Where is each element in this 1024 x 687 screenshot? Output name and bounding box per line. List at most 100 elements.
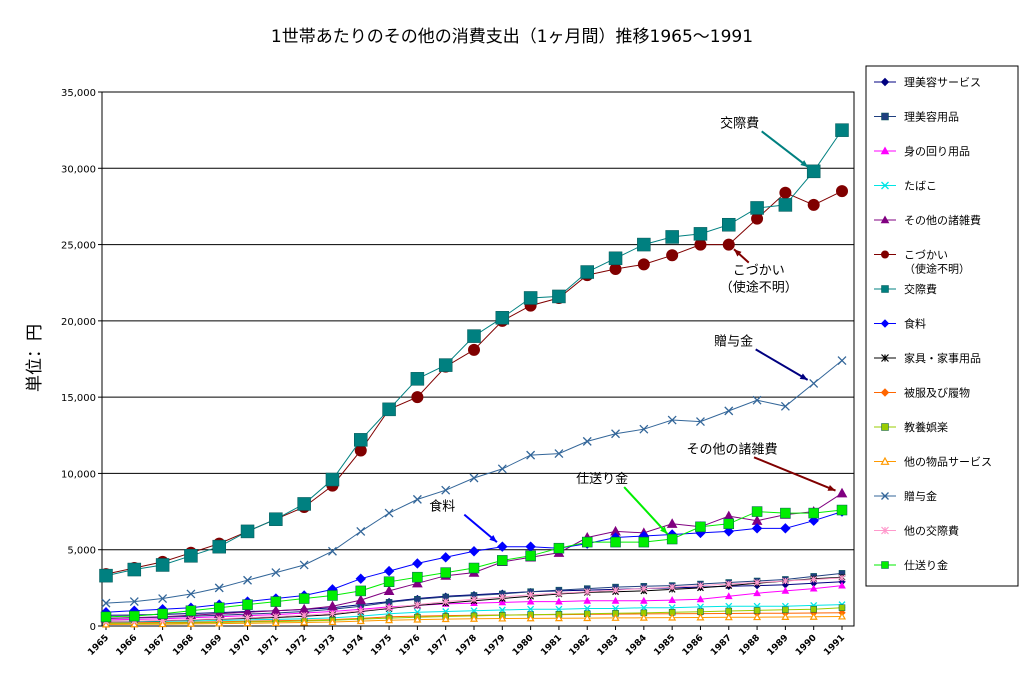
x-tick-label: 1970 — [228, 633, 253, 658]
data-point — [526, 614, 535, 622]
data-point — [666, 249, 679, 262]
legend-swatch-marker — [880, 215, 890, 224]
data-point — [129, 597, 139, 607]
data-point — [498, 598, 507, 606]
data-point — [665, 230, 679, 244]
legend-frame — [865, 65, 1019, 587]
annotation-arrowhead — [827, 484, 836, 491]
data-point — [781, 612, 790, 620]
data-point — [325, 472, 340, 487]
x-tick-label: 1965 — [86, 633, 111, 658]
data-point — [668, 613, 677, 621]
data-point — [810, 605, 817, 613]
data-point — [722, 217, 736, 232]
annotation-line: （使途不明） — [720, 280, 798, 296]
data-point — [637, 237, 651, 252]
data-point — [780, 507, 791, 519]
data-point — [780, 401, 790, 411]
data-point — [412, 571, 423, 583]
legend-entry: 贈与金 — [874, 489, 937, 503]
legend-label: 理美容サービス — [904, 75, 981, 89]
legend-swatch-marker — [881, 354, 889, 362]
legend-entry: こづかい（使途不明） — [874, 249, 970, 276]
data-point — [243, 575, 252, 585]
annotation-arrowhead — [733, 249, 742, 257]
data-point — [212, 539, 226, 554]
data-point — [555, 589, 563, 597]
data-point — [354, 433, 368, 447]
legend-entry: 家具・家事用品 — [874, 351, 981, 365]
legend-entry: 他の物品サービス — [874, 455, 992, 469]
data-point — [808, 515, 819, 526]
data-point — [383, 585, 395, 596]
data-point — [638, 536, 650, 548]
data-point — [724, 613, 733, 621]
data-point — [583, 596, 592, 604]
legend-label: 身の回り用品 — [904, 144, 970, 158]
data-point — [242, 599, 253, 610]
data-point — [806, 164, 821, 179]
y-tick-label: 0 — [90, 622, 96, 633]
data-point — [526, 597, 535, 605]
legend-label: たばこ — [904, 180, 937, 193]
legend-swatch-marker — [880, 388, 890, 397]
data-point — [525, 550, 536, 562]
data-point — [781, 577, 789, 585]
data-point — [328, 617, 337, 626]
x-tick-label: 1984 — [624, 633, 649, 658]
series-group — [102, 574, 846, 625]
data-point — [668, 583, 676, 591]
data-point — [526, 450, 536, 460]
x-tick-label: 1979 — [483, 633, 508, 658]
data-point — [723, 518, 735, 530]
data-point — [555, 597, 563, 605]
data-point — [155, 558, 170, 572]
data-point — [184, 549, 198, 563]
data-point — [355, 585, 367, 597]
x-tick-label: 1989 — [766, 633, 791, 658]
series-group — [101, 356, 847, 608]
data-point — [527, 605, 535, 613]
legend-swatch-marker — [881, 181, 889, 190]
legend-entry: 身の回り用品 — [874, 144, 970, 158]
annotation-line: 交際費 — [720, 115, 759, 131]
x-tick-label: 1969 — [200, 633, 225, 658]
data-point — [753, 607, 761, 614]
legend-swatch-marker — [881, 285, 889, 293]
y-tick-label: 35,000 — [61, 88, 96, 99]
annotation-arrow — [761, 130, 809, 168]
data-point — [639, 424, 649, 434]
data-point — [694, 238, 707, 251]
x-tick-label: 1972 — [284, 633, 309, 658]
data-point — [751, 506, 763, 517]
data-point — [214, 583, 224, 593]
data-point — [498, 593, 506, 601]
data-point — [469, 473, 479, 483]
legend-entry: 仕送り金 — [874, 558, 948, 572]
data-point — [469, 614, 479, 622]
x-tick-label: 1980 — [511, 633, 536, 658]
legend-entry: 教養娯楽 — [874, 420, 948, 434]
y-tick-label: 5,000 — [67, 546, 96, 557]
data-point — [809, 378, 819, 388]
legend-label: その他の諸雑費 — [904, 213, 981, 227]
data-point — [611, 613, 620, 621]
x-tick-label: 1982 — [568, 633, 593, 658]
x-tick-label: 1985 — [652, 633, 677, 658]
data-point — [582, 436, 592, 446]
data-point — [724, 592, 733, 600]
data-point — [836, 504, 848, 516]
data-point — [696, 417, 705, 427]
data-point — [552, 289, 566, 304]
data-point — [468, 546, 480, 557]
data-point — [753, 579, 761, 586]
data-point — [157, 608, 168, 620]
data-point — [752, 395, 762, 405]
data-point — [581, 536, 593, 548]
data-point — [298, 593, 310, 604]
x-tick-label: 1978 — [454, 633, 479, 658]
data-point — [158, 594, 168, 603]
annotation-arrow — [755, 348, 809, 381]
data-point — [99, 568, 113, 583]
